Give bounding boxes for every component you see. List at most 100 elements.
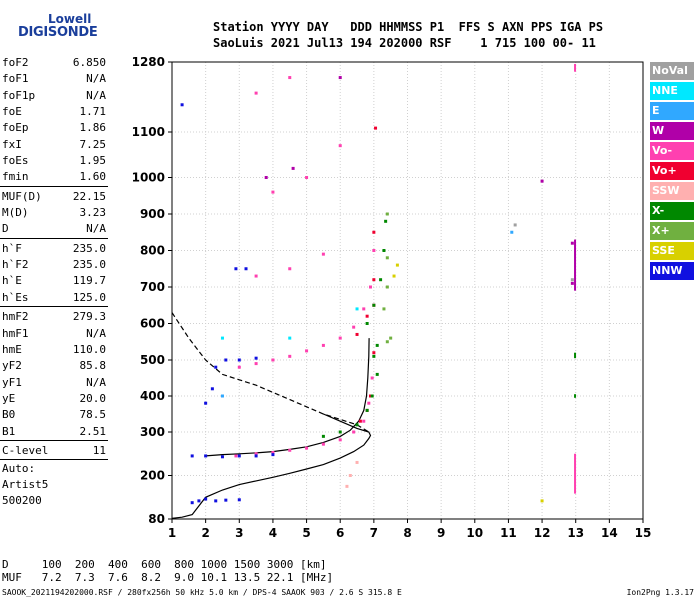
- echo-point-nnw: [271, 453, 275, 457]
- param-row-fof2: foF2 6.850: [0, 55, 108, 71]
- echo-point-nnw: [204, 454, 208, 458]
- echo-point-vo: [368, 394, 372, 398]
- muf-table: D 100 200 400 600 800 1000 1500 3000 [km…: [2, 558, 333, 584]
- param-key: h`E: [2, 274, 22, 288]
- param-key: hmF1: [2, 326, 29, 340]
- x-tick-label: 7: [370, 526, 378, 540]
- param-value: 78.5: [79, 408, 107, 422]
- x-tick-label: 5: [302, 526, 310, 540]
- echo-point-vo: [352, 325, 356, 329]
- y-tick-label: 1100: [132, 125, 165, 139]
- param-value: N/A: [86, 326, 106, 340]
- echo-vertical-mark: [574, 239, 577, 291]
- param-row-yf2: yF2 85.8: [0, 358, 108, 374]
- echo-point-e: [510, 230, 514, 234]
- param-value: 1.60: [79, 170, 107, 184]
- param-value: 7.25: [79, 137, 107, 151]
- param-key: h`Es: [2, 290, 29, 304]
- echo-point-nnw: [180, 103, 184, 107]
- param-key: C-level: [2, 443, 49, 457]
- echo-point-vo: [234, 454, 238, 458]
- echo-vertical-mark: [574, 453, 577, 494]
- echo-point-vo: [305, 176, 309, 179]
- legend-item-nne: NNE: [650, 82, 694, 100]
- echo-point-vo: [288, 448, 292, 452]
- param-key: h`F: [2, 241, 22, 255]
- logo-line1: Lowell: [48, 12, 92, 26]
- echo-point-vo: [365, 314, 369, 318]
- echo-point-vo: [321, 252, 325, 256]
- echo-point-vo: [271, 358, 275, 362]
- y-tick-label: 900: [140, 207, 165, 221]
- echo-point-x: [389, 336, 393, 340]
- legend-item-e: E: [650, 102, 694, 120]
- x-tick-label: 4: [269, 526, 277, 540]
- code-label: 500200: [2, 494, 42, 508]
- param-value: 85.8: [79, 359, 107, 373]
- echo-point-x: [370, 394, 374, 398]
- y-tick-label: 700: [140, 280, 165, 294]
- o-trace-fit-curve: [205, 338, 370, 457]
- echo-point-nnw: [224, 498, 228, 502]
- echo-point-w: [570, 281, 574, 285]
- x-tick-label: 3: [235, 526, 243, 540]
- echo-point-x: [375, 343, 379, 347]
- y-tick-label: 500: [140, 353, 165, 367]
- param-key: yE: [2, 391, 16, 405]
- echo-point-x: [385, 212, 389, 216]
- param-key: fmin: [2, 170, 29, 184]
- param-row-hme: hmE 110.0: [0, 342, 108, 358]
- echo-point-x: [384, 219, 388, 223]
- legend-item-nnw: NNW: [650, 262, 694, 280]
- param-row-fxi: fxI 7.25: [0, 137, 108, 153]
- echo-point-nnw: [190, 501, 194, 505]
- echo-point-vo: [254, 91, 258, 95]
- echo-point-x: [382, 307, 386, 311]
- echo-point-vo: [254, 452, 258, 456]
- param-separator: [0, 185, 108, 187]
- echo-point-x: [355, 423, 359, 427]
- param-key: foEp: [2, 121, 29, 135]
- param-key: yF1: [2, 375, 22, 389]
- y-tick-label: 400: [140, 389, 165, 403]
- echo-point-nne: [355, 307, 359, 311]
- param-value: 1.86: [79, 121, 107, 135]
- echo-point-nnw: [214, 499, 218, 503]
- echo-point-noval: [513, 223, 517, 227]
- param-key: foEs: [2, 154, 29, 168]
- legend-item-x: X+: [650, 222, 694, 240]
- param-row-hes: h`Es 125.0: [0, 290, 108, 306]
- param-separator: [0, 306, 108, 308]
- param-row-clevel: C-level 11: [0, 443, 108, 459]
- param-key: foF1: [2, 72, 29, 86]
- echo-vertical-mark: [574, 352, 577, 359]
- x-tick-label: 1: [168, 526, 176, 540]
- param-key: foE: [2, 105, 22, 119]
- echo-point-w: [338, 76, 342, 80]
- param-value: 235.0: [72, 241, 106, 255]
- echo-point-nnw: [237, 454, 241, 458]
- param-key: fxI: [2, 137, 22, 151]
- param-key: B0: [2, 408, 16, 422]
- echo-point-w: [570, 241, 574, 245]
- legend-item-vo: Vo+: [650, 162, 694, 180]
- echo-vertical-mark: [574, 63, 577, 72]
- param-key: M(D): [2, 206, 29, 220]
- param-key: D: [2, 222, 9, 236]
- lowell-digisonde-logo: Lowell DIGISONDE: [4, 6, 114, 46]
- echo-point-vo: [305, 446, 309, 450]
- param-value: N/A: [86, 72, 106, 86]
- x-tick-label: 8: [403, 526, 411, 540]
- echo-point-nne: [220, 336, 224, 340]
- echo-point-vo: [271, 190, 275, 194]
- param-value: 2.51: [79, 424, 107, 438]
- echo-point-x: [365, 322, 369, 325]
- header-line2: SaoLuis 2021 Jul13 194 202000 RSF 1 715 …: [213, 36, 596, 50]
- param-separator: [0, 237, 108, 239]
- echo-point-x: [385, 285, 389, 289]
- x-tick-label: 2: [201, 526, 209, 540]
- y-tick-label: 80: [148, 512, 165, 526]
- y-tick-label: 600: [140, 317, 165, 331]
- echo-point-x: [375, 372, 379, 376]
- logo-line2: DIGISONDE: [18, 25, 98, 40]
